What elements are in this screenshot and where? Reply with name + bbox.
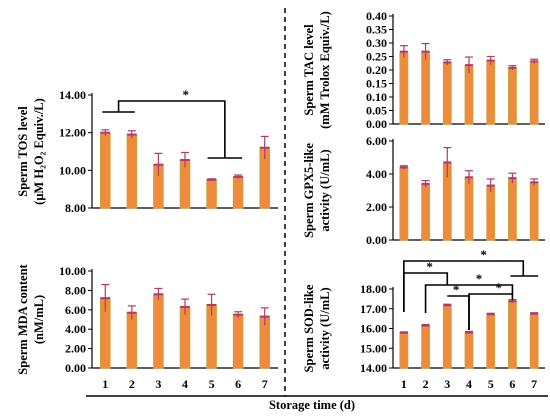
tac-y-axis-label: (mM Trolox Equiv./L) (318, 11, 332, 129)
mda-x-tick-label: 5 (209, 377, 215, 391)
sod-significance-star: * (495, 280, 502, 295)
tac-y-tick-label: 0.15 (366, 77, 387, 91)
tac-bar (486, 60, 496, 125)
sod-x-tick-label: 1 (401, 377, 407, 391)
tos-y-tick-label: 12.00 (59, 126, 86, 140)
tac-bar (529, 60, 539, 125)
sod-x-tick-label: 2 (423, 377, 429, 391)
mda-y-tick-label: 4.00 (65, 322, 86, 336)
gpx-y-tick-label: 6.00 (366, 134, 387, 148)
mda-bar (179, 306, 191, 369)
sod-x-tick-label: 3 (444, 377, 450, 391)
tos-bar (126, 134, 138, 209)
gpx-bar (508, 177, 517, 241)
tac-chart: 0.000.050.100.150.200.250.300.350.40 Sper… (302, 9, 545, 131)
tac-bar (464, 64, 474, 125)
sod-significance-bracket (424, 284, 514, 313)
tos-bar (232, 176, 244, 209)
tac-y-tick-label: 0.05 (366, 104, 387, 118)
sod-bar (529, 313, 539, 369)
mda-chart: 0.00 2.00 4.00 6.00 8.00 10.00 1 2 3 4 5 6 7 Sperm MD… (16, 263, 278, 391)
sod-bar (421, 325, 430, 369)
tac-bar (399, 51, 409, 125)
tos-significance-bracket (102, 100, 243, 159)
sod-significance-star: * (453, 282, 460, 297)
sod-bar (464, 331, 474, 369)
mda-bar (126, 312, 138, 369)
gpx-y-tick-label: 4.00 (366, 167, 387, 181)
sod-y-tick-label: 16.00 (360, 322, 387, 336)
sod-x-tick-label: 7 (531, 377, 537, 391)
x-axis-label: Storage time (d) (269, 398, 355, 412)
sod-y-tick-label: 18.00 (360, 282, 387, 296)
tac-bar (508, 67, 517, 125)
gpx-bar (464, 176, 474, 241)
sod-y-axis-label: activity (U/mL) (318, 287, 332, 369)
mda-x-tick-label: 3 (155, 377, 161, 391)
mda-y-axis-label: Sperm MDA content (16, 263, 30, 374)
mda-x-tick-label: 7 (262, 377, 268, 391)
tos-y-axis-label: (μM H₂O₂ Equiv./L) (32, 98, 46, 205)
tac-y-tick-label: 0.10 (366, 90, 387, 104)
gpx-bar (399, 166, 409, 241)
mda-y-tick-label: 0.00 (65, 361, 86, 375)
gpx-y-axis-label: activity (U/mL) (318, 149, 332, 231)
tos-bar (206, 179, 217, 209)
mda-y-tick-label: 8.00 (65, 283, 86, 297)
sod-bar (508, 300, 517, 369)
tos-significance-star: * (182, 87, 189, 102)
tos-y-tick-label: 14.00 (59, 88, 86, 102)
sod-x-tick-label: 4 (466, 377, 472, 391)
sod-chart: 14.00 15.00 16.00 17.00 18.00 1 2 3 4 5 6 7 Sperm SO… (302, 247, 545, 391)
gpx-bar (421, 183, 430, 241)
gpx-chart: 0.00 2.00 4.00 6.00 Sperm GPX5-like activity … (302, 134, 545, 247)
tos-y-axis-label: Sperm TOS level (16, 106, 30, 197)
sod-x-tick-label: 5 (488, 377, 494, 391)
mda-x-tick-label: 1 (102, 377, 108, 391)
mda-x-tick-label: 4 (182, 377, 188, 391)
mda-y-tick-label: 10.00 (59, 264, 86, 278)
tos-bar (100, 132, 111, 209)
sod-bar (442, 304, 452, 369)
mda-bar (232, 314, 244, 369)
sod-bar (399, 332, 409, 369)
sod-bar (486, 313, 496, 369)
gpx-y-tick-label: 2.00 (366, 200, 387, 214)
tac-y-tick-label: 0.25 (366, 50, 387, 64)
gpx-bar (529, 181, 539, 241)
tac-bar (421, 51, 430, 125)
sod-significance-bracket (403, 260, 539, 312)
sod-x-tick-label: 6 (509, 377, 515, 391)
mda-y-tick-label: 6.00 (65, 303, 86, 317)
sod-significance-bracket (403, 272, 449, 312)
mda-x-tick-label: 2 (129, 377, 135, 391)
gpx-y-tick-label: 0.00 (366, 233, 387, 247)
tac-y-tick-label: 0.35 (366, 23, 387, 37)
tos-y-tick-label: 8.00 (65, 201, 86, 215)
tac-y-tick-label: 0.00 (366, 117, 387, 131)
tos-y-tick-label: 10.00 (59, 163, 86, 177)
mda-x-tick-label: 6 (235, 377, 241, 391)
mda-y-axis-label: (nM/mL) (32, 295, 46, 344)
gpx-y-axis-label: Sperm GPX5-like (302, 143, 316, 238)
mda-y-tick-label: 2.00 (65, 342, 86, 356)
sod-y-tick-label: 17.00 (360, 302, 387, 316)
tac-y-tick-label: 0.40 (366, 9, 387, 23)
tac-y-tick-label: 0.30 (366, 36, 387, 50)
sod-significance-star: * (426, 259, 433, 274)
mda-bar (153, 293, 164, 369)
tac-bar (442, 61, 452, 125)
sod-significance-star: * (480, 247, 487, 262)
tac-y-axis-label: Sperm TAC level (302, 24, 316, 116)
sod-y-tick-label: 15.00 (360, 341, 387, 355)
tac-y-tick-label: 0.20 (366, 63, 387, 77)
sod-significance-star: * (476, 271, 483, 286)
sod-significance-bracket (468, 293, 514, 330)
tos-chart: 8.00 10.00 12.00 14.00 Sperm TOS level (μM H₂… (16, 87, 278, 215)
sod-y-tick-label: 14.00 (360, 361, 387, 375)
gpx-bar (486, 185, 496, 241)
sod-y-axis-label: Sperm SOD-like (302, 284, 316, 372)
